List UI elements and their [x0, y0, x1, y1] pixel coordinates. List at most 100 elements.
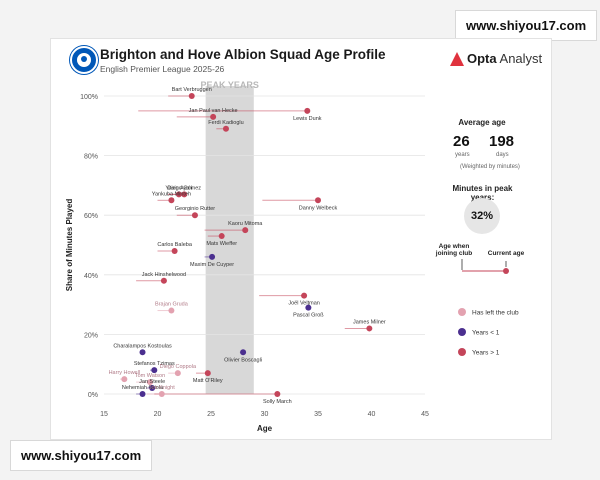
y-tick-label: 80%: [84, 154, 98, 161]
x-tick-label: 15: [100, 411, 108, 418]
x-tick-label: 40: [368, 411, 376, 418]
player-dot-danny-welbeck: [315, 197, 321, 204]
line-layer: [120, 95, 370, 395]
player-dot-jan-steele: [149, 385, 156, 392]
joined-age-label: Age when joining club: [435, 243, 473, 257]
player-dot-mats-wieffer: [218, 233, 225, 240]
x-tick-label: 25: [207, 411, 215, 418]
average-years: 26: [453, 133, 470, 150]
player-label-stefanos-tzimas: Stefanos Tzimas: [134, 361, 175, 367]
player-label-maxim-de-cuyper: Maxim De Cuyper: [190, 262, 234, 268]
player-label-yankuba-minteh: Yankuba Minteh: [152, 191, 191, 197]
player-dot-joe-knight: [158, 391, 165, 397]
player-label-mats-wieffer: Mats Wieffer: [206, 241, 237, 247]
player-dot-ferdi-kadioglu: [222, 125, 229, 132]
grid-layer: [104, 95, 425, 395]
point-layer: [121, 93, 373, 397]
player-dot-brajan-gruda: [168, 307, 175, 314]
legend-over-1-year-label: Years > 1: [472, 350, 500, 357]
player-label-solly-march: Solly March: [263, 399, 292, 405]
brand-bold: Opta: [467, 51, 497, 66]
brand-logo: Opta Analyst: [450, 51, 542, 66]
player-dot-tom-watson: [147, 379, 154, 386]
y-tick-label: 60%: [84, 213, 98, 220]
brand-light: Analyst: [496, 51, 543, 66]
player-label-harry-howell: Harry Howell: [109, 370, 140, 376]
player-label-diego-gomez: Diego Gómez: [167, 185, 201, 191]
y-tick-label: 0%: [88, 392, 98, 399]
player-dot-lewis-dunk: [304, 107, 311, 114]
player-dot-pascal-gro: [305, 304, 312, 311]
player-dot-james-milner: [366, 325, 373, 332]
player-label-yasin-ayari: Yasin Ayari: [165, 185, 192, 191]
player-dot-carlos-baleba: [171, 247, 178, 254]
player-label-tom-watson: Tom Watson: [135, 373, 165, 379]
player-dot-charalampos-kostoulas: [139, 349, 146, 356]
brand-triangle-icon: [450, 51, 464, 66]
player-dot-kaoru-mitoma: [242, 227, 249, 234]
player-dot-nehemiah-oriola: [139, 391, 146, 397]
brand-text: Opta Analyst: [467, 51, 542, 66]
y-tick-label: 40%: [84, 273, 98, 280]
chart-card: [50, 38, 552, 440]
player-label-matt-o-riley: Matt O'Riley: [193, 378, 223, 384]
current-age-label: Current age: [487, 250, 525, 257]
player-label-danny-welbeck: Danny Welbeck: [299, 205, 338, 211]
player-dot-jan-paul-van-hecke: [210, 113, 217, 120]
player-dot-stefanos-tzimas: [151, 367, 158, 374]
player-dot-olivier-boscagli: [240, 349, 247, 356]
player-label-kaoru-mitoma: Kaoru Mitoma: [228, 221, 263, 227]
player-dot-diego-coppola: [174, 370, 181, 377]
player-label-nehemiah-oriola: Nehemiah Oriola: [122, 385, 164, 391]
x-tick-label: 45: [421, 411, 429, 418]
player-label-jan-steele: Jan Steele: [139, 379, 165, 385]
legend-under-1-year-dot: [458, 328, 466, 336]
crest-inner: [77, 53, 91, 67]
average-note: (Weighted by minutes): [460, 164, 520, 170]
player-label-olivier-boscagli: Olivier Boscagli: [224, 357, 262, 363]
legend-under-1-year-label: Years < 1: [472, 330, 500, 337]
peak-minutes-value: 32%: [464, 198, 500, 234]
player-dot-jack-hinshelwood: [160, 277, 167, 284]
band-layer: PEAK YEARS: [201, 80, 259, 394]
y-tick-label: 100%: [80, 94, 98, 101]
peak-years-band: [205, 86, 254, 394]
legend-example-dot: [503, 268, 509, 274]
player-label-joe-knight: Joe Knight: [149, 385, 175, 391]
player-label-pascal-gro: Pascal Groß: [293, 313, 324, 319]
watermark-top: www.shiyou17.com: [455, 10, 598, 41]
player-label-georginio-rutter: Georginio Rutter: [175, 206, 216, 212]
average-age-label: Average age: [458, 118, 506, 127]
axis-layer: 0% 20% 40% 60% 80% 100% 15 20 25 30 35 40 45 Age Share…: [65, 94, 429, 433]
average-days-unit: days: [496, 152, 509, 158]
player-label-brajan-gruda: Brajan Gruda: [155, 302, 189, 308]
player-label-lewis-dunk: Lewis Dunk: [293, 116, 322, 122]
average-days: 198: [489, 133, 515, 150]
player-dot-yankuba-minteh: [168, 197, 175, 204]
player-dot-joel-veltman: [301, 292, 308, 299]
legend-over-1-year-dot: [458, 348, 466, 356]
player-label-bart-verbruggen: Bart Verbruggen: [172, 87, 212, 93]
player-dot-harry-howell: [121, 376, 128, 383]
player-dot-maxim-de-cuyper: [209, 253, 216, 260]
player-dot-diego-gomez: [181, 191, 188, 198]
player-label-carlos-baleba: Carlos Baleba: [157, 242, 192, 248]
player-dot-georginio-rutter: [191, 212, 198, 219]
player-dot-bart-verbruggen: [188, 93, 195, 99]
x-tick-label: 20: [154, 411, 162, 418]
y-tick-label: 20%: [84, 332, 98, 339]
player-dot-yasin-ayari: [175, 191, 182, 198]
player-label-charalampos-kostoulas: Charalampos Kostoulas: [113, 343, 172, 349]
player-label-ferdi-kadioglu: Ferdi Kadioglu: [208, 120, 243, 126]
chart-title: Brighton and Hove Albion Squad Age Profi…: [100, 47, 386, 62]
label-layer: Bart Verbruggen Jan Paul van Hecke Lewis D…: [109, 87, 386, 405]
player-dot-solly-march: [274, 391, 281, 397]
watermark-bottom: www.shiyou17.com: [10, 440, 153, 471]
x-tick-label: 35: [314, 411, 322, 418]
player-label-jack-hinshelwood: Jack Hinshelwood: [142, 272, 186, 278]
chart-subtitle: English Premier League 2025-26: [100, 64, 225, 74]
player-label-diego-coppola: Diego Coppola: [160, 364, 197, 370]
x-axis-title: Age: [257, 424, 273, 433]
legend-layer: Has left the club Years < 1 Years > 1: [458, 259, 519, 357]
player-dot-matt-o-riley: [204, 370, 211, 377]
